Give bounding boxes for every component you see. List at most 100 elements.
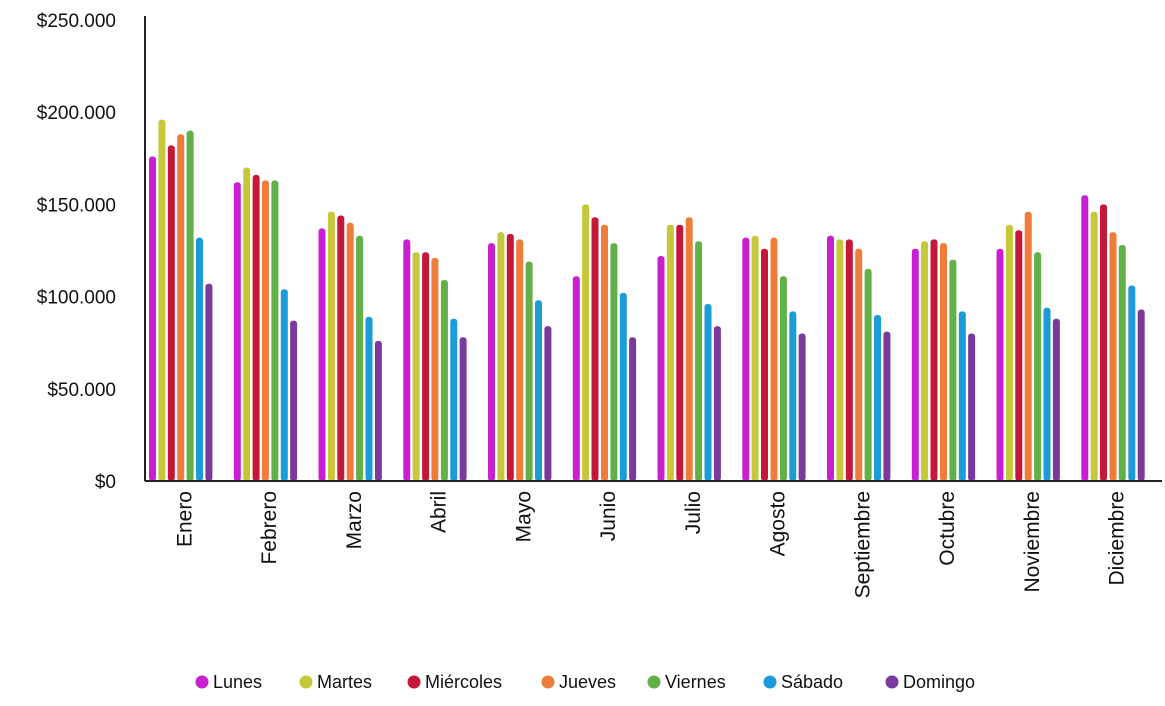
bar-abril-lunes xyxy=(403,239,411,481)
x-tick-label: Octubre xyxy=(936,491,959,566)
bar-febrero-sábado xyxy=(280,289,288,481)
bar-octubre-martes xyxy=(921,241,929,481)
bar-diciembre-martes xyxy=(1090,211,1098,482)
bar-agosto-miércoles xyxy=(761,248,768,481)
bar-abril-domingo xyxy=(459,337,467,481)
legend-item-jueves: Jueves xyxy=(541,672,616,692)
legend-swatch xyxy=(763,675,777,689)
bar-diciembre-miércoles xyxy=(1100,204,1107,481)
bar-marzo-martes xyxy=(327,211,335,482)
bar-julio-viernes xyxy=(695,241,703,481)
bar-febrero-jueves xyxy=(261,180,269,481)
bar-agosto-viernes xyxy=(779,276,787,481)
bar-febrero-martes xyxy=(243,167,251,481)
legend-label: Miércoles xyxy=(425,672,502,692)
bar-abril-martes xyxy=(412,252,420,481)
y-tick-label: $200.000 xyxy=(37,103,116,124)
bar-noviembre-domingo xyxy=(1052,318,1060,481)
bar-febrero-domingo xyxy=(290,320,298,481)
bar-febrero-lunes xyxy=(233,182,241,482)
bar-junio-martes xyxy=(582,204,590,481)
bar-enero-miércoles xyxy=(167,145,175,481)
bar-julio-lunes xyxy=(657,256,665,481)
legend-label: Lunes xyxy=(213,672,262,692)
bar-mayo-lunes xyxy=(488,243,495,481)
bar-octubre-jueves xyxy=(940,243,947,481)
bar-mayo-miércoles xyxy=(506,233,514,481)
y-axis: $0 $50.000 $100.000 $150.000 $200.000 $250.00… xyxy=(37,11,146,493)
bar-enero-domingo xyxy=(205,283,213,481)
x-tick-label: Diciembre xyxy=(1106,491,1129,586)
bar-noviembre-viernes xyxy=(1034,252,1042,481)
bar-marzo-lunes xyxy=(318,228,326,481)
legend-item-lunes: Lunes xyxy=(195,672,262,692)
bar-enero-viernes xyxy=(186,130,194,481)
legend-item-martes: Martes xyxy=(299,672,372,692)
bar-octubre-lunes xyxy=(911,248,919,481)
bar-mayo-viernes xyxy=(525,261,533,481)
x-tick-label: Enero xyxy=(173,491,196,547)
bars-group xyxy=(149,119,1145,482)
bar-enero-sábado xyxy=(196,237,203,481)
bar-octubre-miércoles xyxy=(930,239,938,481)
bar-diciembre-domingo xyxy=(1137,309,1145,481)
legend-item-viernes: Viernes xyxy=(647,672,726,692)
bar-febrero-viernes xyxy=(271,180,279,481)
x-tick-label: Noviembre xyxy=(1021,491,1044,593)
bar-diciembre-viernes xyxy=(1118,245,1126,481)
bar-abril-miércoles xyxy=(422,252,430,481)
x-tick-label: Mayo xyxy=(512,491,535,542)
bar-febrero-miércoles xyxy=(252,174,260,481)
legend-label: Martes xyxy=(317,672,372,692)
legend-label: Jueves xyxy=(559,672,616,692)
bar-agosto-lunes xyxy=(742,237,750,481)
bar-septiembre-miércoles xyxy=(845,239,853,481)
bar-octubre-domingo xyxy=(968,333,976,481)
bar-junio-jueves xyxy=(601,224,608,481)
bar-octubre-viernes xyxy=(949,259,957,481)
bar-agosto-sábado xyxy=(789,311,797,481)
bar-enero-jueves xyxy=(177,134,185,482)
legend-label: Sábado xyxy=(781,672,843,692)
y-tick-label: $100.000 xyxy=(37,288,116,309)
bar-agosto-domingo xyxy=(798,333,806,481)
y-tick-label: $0 xyxy=(95,472,116,493)
x-tick-label: Febrero xyxy=(258,491,281,565)
bar-abril-viernes xyxy=(440,280,448,481)
legend-item-miércoles: Miércoles xyxy=(407,672,502,692)
bar-marzo-sábado xyxy=(365,316,373,481)
bar-julio-miércoles xyxy=(676,224,684,481)
bar-julio-sábado xyxy=(704,304,712,481)
bar-septiembre-martes xyxy=(836,239,844,481)
bar-marzo-domingo xyxy=(374,340,382,481)
bar-junio-viernes xyxy=(610,243,618,481)
bar-abril-sábado xyxy=(450,318,458,481)
bar-noviembre-martes xyxy=(1005,224,1013,481)
bar-septiembre-lunes xyxy=(827,235,834,481)
legend-swatch xyxy=(647,675,661,689)
bar-mayo-jueves xyxy=(516,239,524,481)
bar-junio-domingo xyxy=(629,337,637,481)
bar-mayo-sábado xyxy=(535,300,542,481)
bar-agosto-martes xyxy=(751,235,759,481)
bar-mayo-martes xyxy=(497,232,505,481)
bar-diciembre-jueves xyxy=(1109,232,1117,481)
bar-julio-martes xyxy=(666,224,674,481)
bar-septiembre-sábado xyxy=(874,315,881,481)
bar-noviembre-sábado xyxy=(1043,307,1051,481)
bar-julio-domingo xyxy=(713,326,721,481)
x-tick-label: Julio xyxy=(682,491,705,534)
legend-label: Domingo xyxy=(903,672,975,692)
bar-septiembre-viernes xyxy=(864,268,872,481)
legend-swatch xyxy=(195,675,209,689)
bar-noviembre-jueves xyxy=(1024,211,1032,482)
y-tick-label: $50.000 xyxy=(47,380,116,401)
legend-swatch xyxy=(407,675,421,689)
bar-noviembre-miércoles xyxy=(1015,230,1023,481)
bar-marzo-viernes xyxy=(356,235,364,481)
bar-agosto-jueves xyxy=(770,237,778,481)
y-tick-label: $250.000 xyxy=(37,11,116,32)
bar-mayo-domingo xyxy=(544,326,552,481)
